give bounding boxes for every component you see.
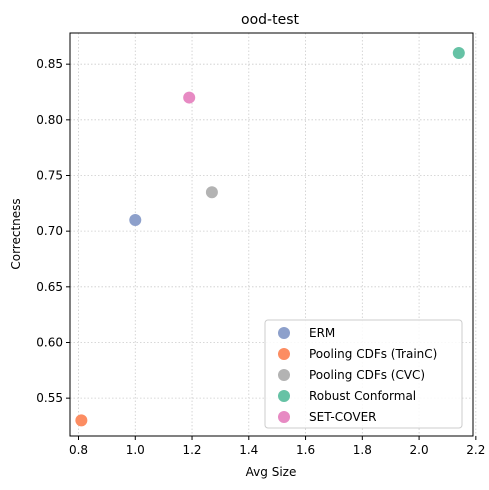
y-tick-label: 0.70 (36, 224, 63, 238)
x-axis-label: Avg Size (246, 465, 297, 479)
legend-entry: Robust Conformal (309, 389, 416, 403)
y-axis-label: Correctness (9, 198, 23, 269)
x-tick-label: 2.0 (410, 443, 429, 457)
y-tick-label: 0.75 (36, 168, 63, 182)
y-tick-label: 0.55 (36, 391, 63, 405)
legend-entry: Pooling CDFs (TrainC) (309, 347, 437, 361)
plot-frame (69, 32, 474, 437)
x-tick-label: 1.8 (353, 443, 372, 457)
legend-marker (278, 369, 290, 381)
data-point (452, 47, 465, 60)
legend-entry: ERM (309, 326, 335, 340)
x-tick-label: 1.0 (126, 443, 145, 457)
x-tick-label: 2.2 (466, 443, 485, 457)
x-tick-label: 1.6 (296, 443, 315, 457)
data-point (75, 414, 88, 427)
y-tick-label: 0.60 (36, 335, 63, 349)
x-axis-ticks: 0.8 1.0 1.2 1.4 1.6 1.8 2.0 2.2 (69, 436, 485, 457)
legend-marker (278, 411, 290, 423)
data-point (205, 186, 218, 199)
data-point (183, 91, 196, 104)
y-axis-ticks: 0.55 0.60 0.65 0.70 0.75 0.80 0.85 (36, 57, 70, 405)
x-tick-label: 1.4 (239, 443, 258, 457)
legend: ERM Pooling CDFs (TrainC) Pooling CDFs (CV… (264, 319, 463, 429)
y-tick-label: 0.85 (36, 57, 63, 71)
data-points (75, 47, 465, 427)
legend-marker (278, 327, 290, 339)
legend-entry: SET-COVER (309, 410, 377, 424)
legend-entry: Pooling CDFs (CVC) (309, 368, 425, 382)
y-tick-label: 0.80 (36, 113, 63, 127)
legend-marker (278, 348, 290, 360)
data-point (129, 214, 142, 227)
x-tick-label: 0.8 (69, 443, 88, 457)
legend-box (264, 319, 463, 429)
legend-marker (278, 390, 290, 402)
y-tick-label: 0.65 (36, 280, 63, 294)
chart-title: ood-test (241, 12, 299, 28)
x-tick-label: 1.2 (182, 443, 201, 457)
